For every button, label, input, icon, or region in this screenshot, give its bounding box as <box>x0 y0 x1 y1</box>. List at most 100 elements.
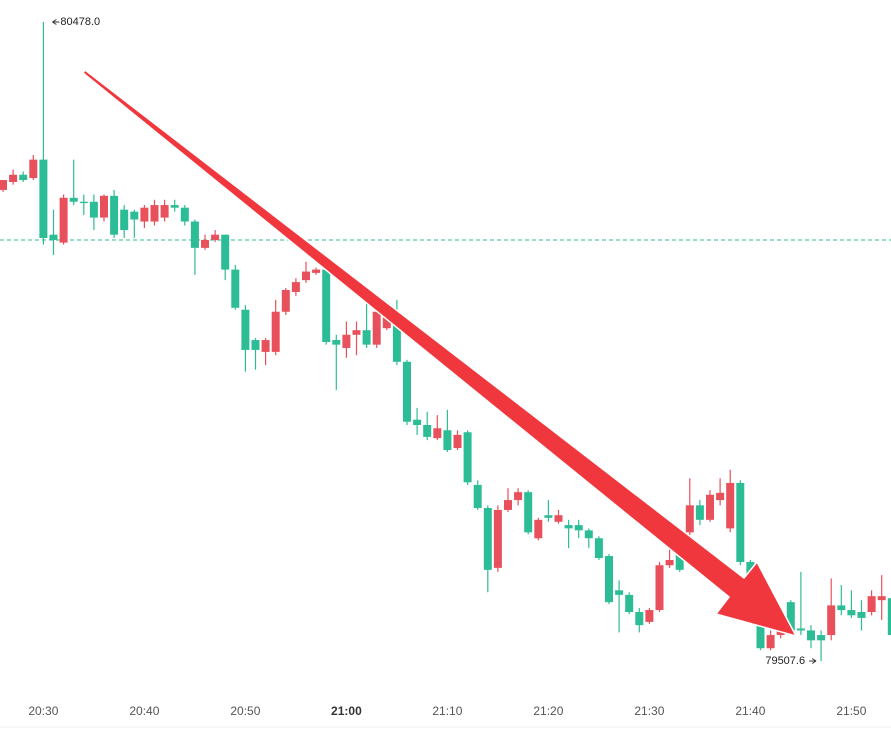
candle-body <box>29 159 38 179</box>
candle-body <box>251 340 260 350</box>
candle-body <box>726 482 735 529</box>
candle-body <box>322 269 331 343</box>
candle-body <box>665 559 674 566</box>
candle-body <box>645 610 654 622</box>
candle-body <box>190 221 199 248</box>
candle-body <box>150 205 159 222</box>
candle-body <box>110 195 119 235</box>
candle-body <box>403 361 411 422</box>
candle-body <box>867 596 876 613</box>
x-tick-label: 21:30 <box>634 704 664 718</box>
x-tick-label: 20:40 <box>129 704 159 718</box>
candle-body <box>180 207 189 222</box>
candle-body <box>120 209 129 231</box>
candle-body <box>675 550 684 570</box>
x-tick-label: 21:20 <box>533 704 563 718</box>
x-tick-label: 20:50 <box>230 704 260 718</box>
candle-body <box>837 605 846 611</box>
candle-body <box>49 234 58 240</box>
candle-body <box>170 205 179 208</box>
x-tick-label: 21:40 <box>735 704 765 718</box>
candle-body <box>382 315 391 329</box>
candle-body <box>655 565 664 611</box>
candle-body <box>281 290 290 312</box>
candle-body <box>827 605 836 636</box>
candle-body <box>887 598 891 636</box>
candle-body <box>857 612 866 618</box>
candle-body <box>332 340 341 345</box>
candle-body <box>776 630 785 636</box>
candle-body <box>372 311 381 345</box>
candle-body <box>221 234 230 270</box>
candle-body <box>706 494 714 520</box>
candle-body <box>9 174 18 183</box>
candle-body <box>685 505 694 533</box>
candle-body <box>69 197 78 202</box>
low-label: 79507.6 <box>765 655 805 667</box>
candle-body <box>100 195 108 218</box>
candle-body <box>160 205 169 218</box>
x-tick-label: 21:00 <box>331 704 362 718</box>
candle-body <box>615 590 624 595</box>
candle-body <box>554 515 563 522</box>
candle-body <box>271 311 280 352</box>
candle-body <box>352 330 361 335</box>
candle-body <box>211 234 220 240</box>
candle-body <box>261 340 270 352</box>
candle-body <box>796 628 805 631</box>
candle-body <box>130 211 139 220</box>
x-tick-label: 20:30 <box>28 704 58 718</box>
candle-body <box>807 630 815 641</box>
candle-body <box>625 594 634 613</box>
candle-body <box>362 330 371 345</box>
candle-body <box>635 612 644 626</box>
candle-body <box>766 635 775 649</box>
candle-body <box>59 197 68 243</box>
candle-body <box>79 201 88 204</box>
candle-body <box>302 271 310 281</box>
x-tick-label: 21:10 <box>432 704 462 718</box>
candle-body <box>594 538 603 559</box>
candle-layer <box>0 22 891 661</box>
candle-body <box>504 500 512 510</box>
candle-body <box>695 505 704 520</box>
candle-body <box>564 525 573 529</box>
candle-body <box>473 484 482 508</box>
annotation-arrow <box>809 658 817 664</box>
candle-body <box>786 602 795 631</box>
candle-body <box>544 515 553 518</box>
candle-body <box>241 309 250 350</box>
candle-body <box>0 180 7 190</box>
candle-body <box>312 269 321 273</box>
candle-body <box>19 174 28 181</box>
x-tick-label: 21:50 <box>836 704 866 718</box>
candle-body <box>605 556 613 603</box>
candle-body <box>39 159 48 238</box>
candle-body <box>463 432 472 483</box>
candle-body <box>817 635 826 641</box>
candle-body <box>413 419 422 425</box>
candle-body <box>574 525 583 531</box>
candle-body <box>877 596 886 601</box>
candle-body <box>453 434 462 449</box>
annotation-arrow <box>52 19 60 25</box>
candle-body <box>716 492 725 501</box>
candle-body <box>514 492 523 501</box>
candle-body <box>140 207 149 222</box>
candle-body <box>483 507 492 570</box>
candle-body <box>524 492 533 533</box>
candle-body <box>89 201 98 218</box>
candle-body <box>423 424 432 437</box>
candle-body <box>443 430 452 451</box>
candle-body <box>342 334 351 348</box>
candle-body <box>291 282 300 292</box>
candle-body <box>231 269 240 308</box>
label-layer: 80478.0 79507.6 20:30 20:40 20:50 21:00 21:10 2… <box>28 16 866 718</box>
candle-body <box>584 530 593 539</box>
candle-body <box>847 610 856 616</box>
candle-body <box>433 428 442 439</box>
high-label: 80478.0 <box>60 16 100 28</box>
candle-body <box>493 509 502 568</box>
